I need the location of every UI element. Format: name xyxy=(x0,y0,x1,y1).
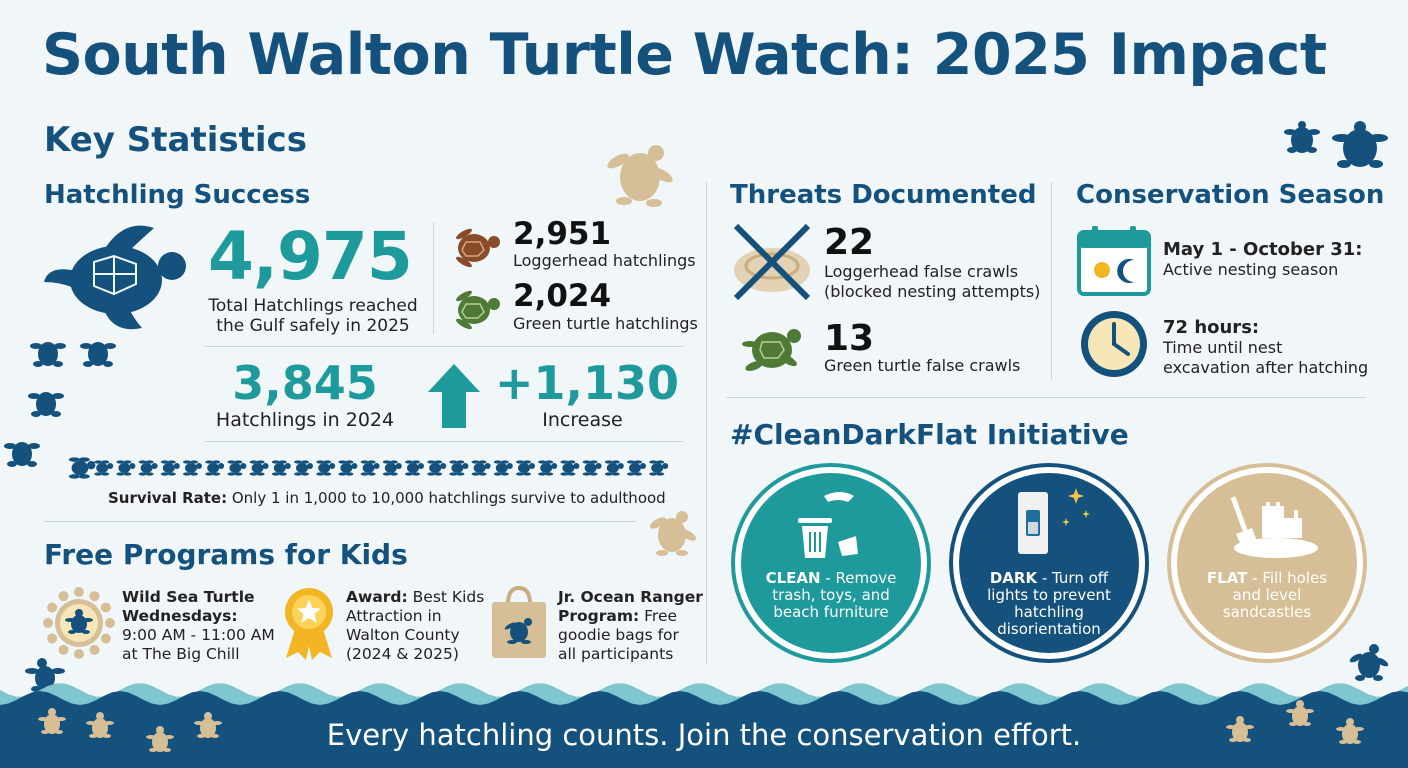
clean-label: CLEAN - Remove trash, toys, and beach fu… xyxy=(765,569,897,621)
kids-program-ranger: Jr. Ocean Ranger Program: Free goodie ba… xyxy=(558,588,703,663)
turtle-decor-icon xyxy=(1349,644,1389,681)
loggerhead-turtle-icon xyxy=(456,228,500,268)
flat-label: FLAT - Fill holes and level sandcastles xyxy=(1206,569,1328,621)
threats-heading: Threats Documented xyxy=(730,180,1037,210)
page-title: South Walton Turtle Watch: 2025 Impact xyxy=(42,22,1327,88)
award-medal-icon xyxy=(285,588,333,660)
divider xyxy=(44,521,636,522)
loggerhead-hatchlings-label: Loggerhead hatchlings xyxy=(513,251,696,270)
green-turtle-icon xyxy=(742,329,801,371)
kids-program-wednesdays: Wild Sea Turtle Wednesdays: 9:00 AM - 11… xyxy=(122,588,275,663)
turtle-trail-icon xyxy=(4,342,116,467)
loggerhead-false-crawls-label: Loggerhead false crawls (blocked nesting… xyxy=(824,262,1041,301)
turtle-row-icon xyxy=(68,457,669,479)
divider xyxy=(706,182,707,664)
key-statistics-heading: Key Statistics xyxy=(44,120,307,160)
turtle-decor-icon xyxy=(25,658,65,692)
blocked-nest-icon xyxy=(733,223,811,301)
footer-tagline: Every hatchling counts. Join the conserv… xyxy=(326,718,1082,752)
sun-turtle-icon xyxy=(43,587,115,659)
divider xyxy=(433,222,434,334)
flat-circle xyxy=(1167,463,1367,663)
total-hatchlings-value: 4,975 xyxy=(208,218,413,295)
green-false-crawls-label: Green turtle false crawls xyxy=(824,356,1021,375)
increase-label: Increase xyxy=(542,409,623,431)
footer-wave-band xyxy=(0,683,1408,768)
divider xyxy=(1051,182,1052,380)
turtles-decor-icon xyxy=(1284,121,1388,168)
loggerhead-hatchlings-value: 2,951 xyxy=(513,216,612,252)
goodie-bag-icon xyxy=(492,585,546,658)
hatchlings-2024-value: 3,845 xyxy=(232,356,378,410)
clean-circle xyxy=(731,463,931,663)
green-turtle-icon xyxy=(456,290,500,330)
survival-rate-text: Survival Rate: Only 1 in 1,000 to 10,000… xyxy=(108,489,666,507)
green-hatchlings-label: Green turtle hatchlings xyxy=(513,314,698,333)
green-hatchlings-value: 2,024 xyxy=(513,278,612,314)
loggerhead-false-crawls-value: 22 xyxy=(824,222,875,263)
sea-turtle-icon xyxy=(44,225,186,330)
arrow-up-icon xyxy=(428,364,480,428)
total-hatchlings-label: Total Hatchlings reached the Gulf safely… xyxy=(208,296,418,336)
dark-circle xyxy=(949,463,1149,663)
clock-icon xyxy=(1081,311,1147,377)
divider xyxy=(205,346,683,347)
excavation-time: 72 hours: Time until nest excavation aft… xyxy=(1163,317,1369,378)
divider xyxy=(205,441,683,442)
season-dates: May 1 - October 31: Active nesting seaso… xyxy=(1163,239,1363,280)
dark-label: DARK - Turn off lights to prevent hatchl… xyxy=(987,569,1111,638)
conservation-season-heading: Conservation Season xyxy=(1076,180,1385,210)
green-false-crawls-value: 13 xyxy=(824,318,875,359)
calendar-icon xyxy=(1077,226,1151,296)
sand-turtle-icon xyxy=(649,511,697,556)
divider xyxy=(726,397,1366,398)
initiative-heading: #CleanDarkFlat Initiative xyxy=(730,418,1129,451)
kids-program-award: Award: Best Kids Attraction in Walton Co… xyxy=(346,588,485,663)
sand-turtle-icon xyxy=(607,145,673,207)
kids-programs-heading: Free Programs for Kids xyxy=(44,538,408,571)
hatchling-success-heading: Hatchling Success xyxy=(44,180,311,210)
hatchlings-2024-label: Hatchlings in 2024 xyxy=(215,409,395,431)
increase-value: +1,130 xyxy=(495,356,680,410)
